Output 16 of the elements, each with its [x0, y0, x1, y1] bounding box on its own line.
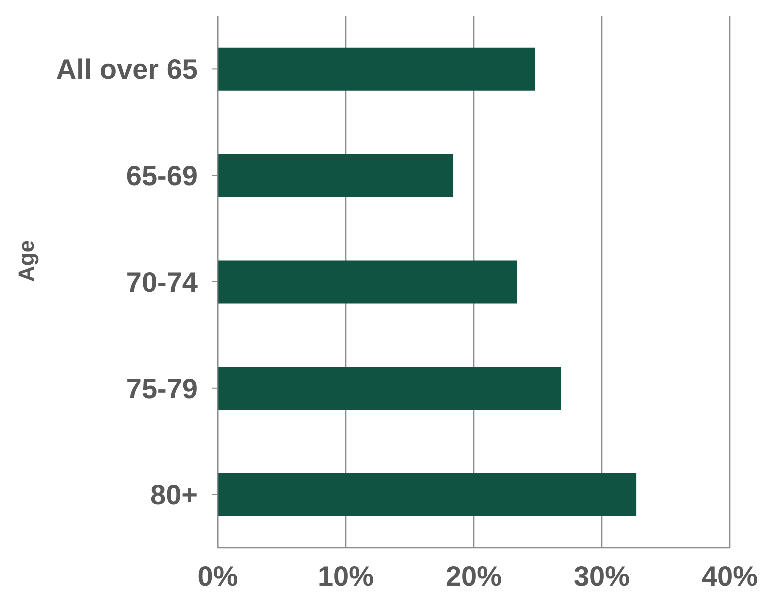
y-tick-label: 70-74: [126, 266, 198, 298]
y-tick-label: 75-79: [126, 373, 198, 404]
bar: [218, 474, 637, 517]
x-tick-label: 10%: [318, 560, 374, 592]
x-tick-label: 0%: [198, 560, 238, 592]
bar: [218, 367, 562, 410]
x-tick-label: 30%: [574, 560, 630, 592]
y-tick-label: All over 65: [56, 54, 198, 86]
y-tick-label: 80+: [150, 480, 198, 511]
y-axis-title: Age: [14, 240, 39, 282]
x-tick-label: 20%: [446, 560, 502, 592]
y-tick-label: 65-69: [126, 160, 198, 192]
x-tick-label: 40%: [702, 560, 758, 592]
bar: [218, 48, 536, 91]
bar: [218, 260, 518, 304]
bar: [218, 154, 454, 198]
